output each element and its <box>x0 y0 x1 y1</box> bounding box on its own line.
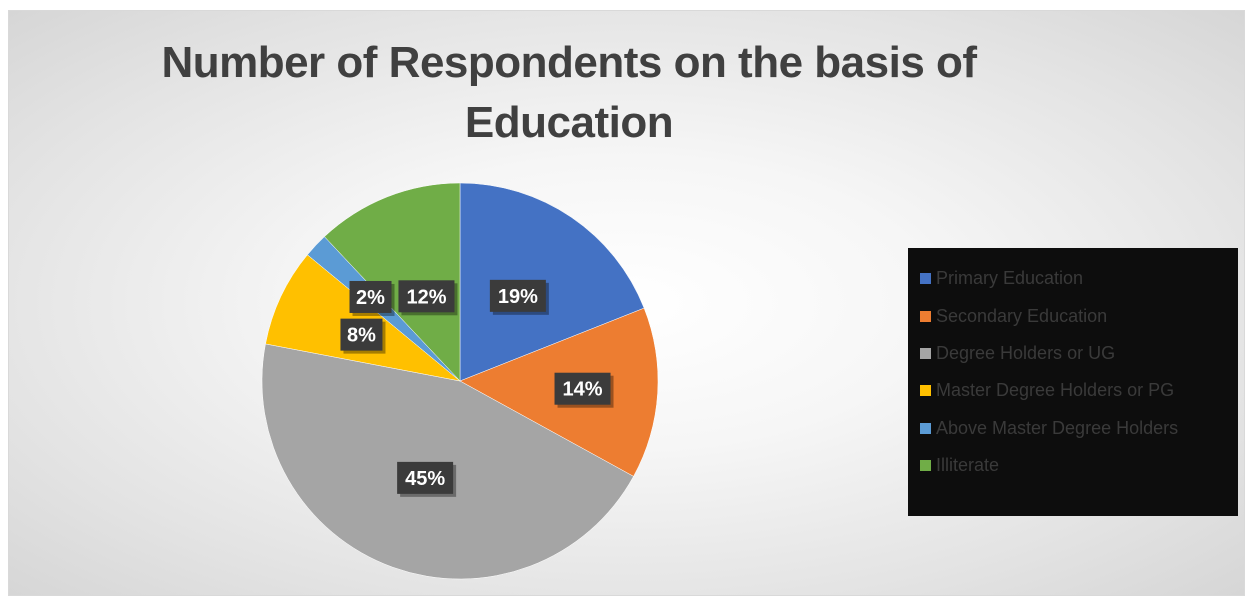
svg-text:14%: 14% <box>563 379 603 401</box>
legend-swatch <box>920 273 931 285</box>
chart-legend: Primary Education Secondary Education Degr… <box>908 248 1238 516</box>
legend-item-illiterate: Illiterate <box>920 447 1238 484</box>
svg-text:12%: 12% <box>406 286 446 308</box>
svg-text:2%: 2% <box>356 287 385 309</box>
legend-label: Degree Holders or UG <box>936 342 1116 363</box>
pie-slice-illiterate <box>324 182 461 382</box>
data-label-degree-holders-or-ug: 45% <box>397 461 457 497</box>
legend-label: Illiterate <box>936 455 1000 476</box>
legend-item-master-degree-holders-or-pg: Master Degree Holders or PG <box>920 372 1238 409</box>
legend-swatch <box>920 347 931 359</box>
pie-slice-primary-education <box>459 182 645 382</box>
data-label-primary-education: 19% <box>489 279 549 315</box>
svg-text:8%: 8% <box>347 325 376 347</box>
legend-label: Secondary Education <box>936 305 1108 326</box>
data-label-illiterate: 12% <box>398 280 458 316</box>
pie-chart: 19% 14% 45% 8% 2% 12% <box>261 182 659 580</box>
data-label-master-degree-holders-or-pg: 8% <box>340 318 386 354</box>
legend-swatch <box>920 422 931 434</box>
chart-title: Number of Respondents on the basis of Ed… <box>161 38 977 147</box>
data-label-above-master-degree-holders: 2% <box>349 280 395 316</box>
svg-text:45%: 45% <box>405 468 445 490</box>
legend-swatch <box>920 310 931 322</box>
legend-item-above-master-degree-holders: Above Master Degree Holders <box>920 410 1238 447</box>
legend-label: Above Master Degree Holders <box>936 417 1179 438</box>
legend-label: Master Degree Holders or PG <box>936 380 1175 401</box>
legend-label: Primary Education <box>936 268 1084 289</box>
legend-item-secondary-education: Secondary Education <box>920 297 1238 334</box>
legend-swatch <box>920 385 931 397</box>
pie-slice-master-degree-holders-or-pg <box>265 254 461 382</box>
pie-slice-degree-holders-or-ug <box>261 343 634 580</box>
svg-text:19%: 19% <box>498 286 538 308</box>
legend-item-primary-education: Primary Education <box>920 260 1238 297</box>
chart-area: Number of Respondents on the basis of Ed… <box>8 10 1245 596</box>
legend-item-degree-holders-or-ug: Degree Holders or UG <box>920 335 1238 372</box>
data-label-secondary-education: 14% <box>554 372 614 408</box>
legend-swatch <box>920 460 931 472</box>
